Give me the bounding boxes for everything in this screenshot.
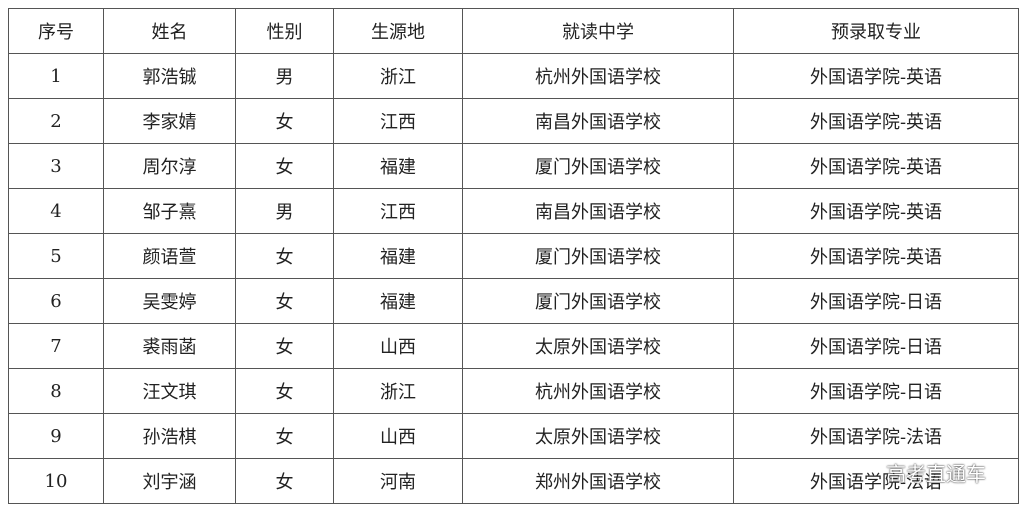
table-cell: 外国语学院-英语	[733, 233, 1019, 279]
table-row: 4 邹子熹男江西 南昌外国语学校 外国语学院-英语	[8, 188, 1019, 234]
table-cell: 颜语萱	[103, 233, 236, 279]
table-cell: 女	[235, 143, 334, 189]
table-cell: 河南	[333, 458, 463, 504]
table-cell: 郭浩铖	[103, 53, 236, 99]
table-cell: 山西	[333, 413, 463, 459]
table-cell: 厦门外国语学校	[462, 233, 734, 279]
table-cell: 汪文琪	[103, 368, 236, 414]
table-cell: 浙江	[333, 368, 463, 414]
table-cell: 浙江	[333, 53, 463, 99]
table-row: 7 裘雨菡女山西 太原外国语学校 外国语学院-日语	[8, 323, 1019, 369]
watermark: 高考直通车	[886, 462, 986, 486]
table-cell: 郑州外国语学校	[462, 458, 734, 504]
table-cell: 孙浩棋	[103, 413, 236, 459]
table-cell: 杭州外国语学校	[462, 368, 734, 414]
header-cell: 生源地	[333, 8, 463, 54]
table-cell: 李家婧	[103, 98, 236, 144]
table-cell: 女	[235, 233, 334, 279]
table-cell: 女	[235, 368, 334, 414]
table-cell: 厦门外国语学校	[462, 143, 734, 189]
table-cell: 2	[8, 98, 104, 144]
table-cell: 江西	[333, 98, 463, 144]
table-cell: 太原外国语学校	[462, 323, 734, 369]
table-cell: 福建	[333, 278, 463, 324]
table-cell: 南昌外国语学校	[462, 188, 734, 234]
table-row: 1 郭浩铖男浙江 杭州外国语学校 外国语学院-英语	[8, 53, 1019, 99]
enrollment-table: 序号 姓名 性别 生源地 就读中学 预录取专业 1 郭浩铖男浙江 杭州外国语学校 外国语学院-英…	[8, 8, 1019, 504]
table-cell: 女	[235, 278, 334, 324]
table-cell: 7	[8, 323, 104, 369]
table-cell: 女	[235, 458, 334, 504]
table-cell: 男	[235, 53, 334, 99]
table-cell: 吴雯婷	[103, 278, 236, 324]
table-cell: 女	[235, 413, 334, 459]
table-row: 6 吴雯婷女福建 厦门外国语学校 外国语学院-日语	[8, 278, 1019, 324]
header-cell: 预录取专业	[733, 8, 1019, 54]
table-cell: 4	[8, 188, 104, 234]
table-cell: 外国语学院-法语	[733, 413, 1019, 459]
table-cell: 外国语学院-英语	[733, 53, 1019, 99]
table-cell: 10	[8, 458, 104, 504]
table-cell: 外国语学院-日语	[733, 278, 1019, 324]
table-cell: 外国语学院-日语	[733, 368, 1019, 414]
table-cell: 3	[8, 143, 104, 189]
header-cell: 序号	[8, 8, 104, 54]
table-cell: 山西	[333, 323, 463, 369]
table-body: 1 郭浩铖男浙江 杭州外国语学校 外国语学院-英语 2 李家婧女江西 南昌外国语学校 外国语学…	[8, 53, 1019, 504]
table-cell: 9	[8, 413, 104, 459]
table-cell: 厦门外国语学校	[462, 278, 734, 324]
header-cell: 姓名	[103, 8, 236, 54]
table-row: 8 汪文琪女浙江 杭州外国语学校 外国语学院-日语	[8, 368, 1019, 414]
table-cell: 江西	[333, 188, 463, 234]
table-cell: 外国语学院-英语	[733, 188, 1019, 234]
table-cell: 外国语学院-日语	[733, 323, 1019, 369]
table-cell: 外国语学院-法语	[733, 458, 1019, 504]
table-cell: 8	[8, 368, 104, 414]
table-cell: 外国语学院-英语	[733, 143, 1019, 189]
header-row: 序号 姓名 性别 生源地 就读中学 预录取专业	[8, 8, 1019, 54]
table-cell: 女	[235, 98, 334, 144]
table-cell: 太原外国语学校	[462, 413, 734, 459]
table-cell: 女	[235, 323, 334, 369]
table-cell: 5	[8, 233, 104, 279]
table-cell: 南昌外国语学校	[462, 98, 734, 144]
table-row: 5 颜语萱女福建 厦门外国语学校 外国语学院-英语	[8, 233, 1019, 279]
table-cell: 男	[235, 188, 334, 234]
header-cell: 就读中学	[462, 8, 734, 54]
table-cell: 周尔淳	[103, 143, 236, 189]
table-cell: 杭州外国语学校	[462, 53, 734, 99]
table-cell: 6	[8, 278, 104, 324]
table-row: 9 孙浩棋女山西 太原外国语学校 外国语学院-法语	[8, 413, 1019, 459]
table-cell: 裘雨菡	[103, 323, 236, 369]
table-cell: 福建	[333, 143, 463, 189]
table-cell: 福建	[333, 233, 463, 279]
table-cell: 外国语学院-英语	[733, 98, 1019, 144]
table-row: 2 李家婧女江西 南昌外国语学校 外国语学院-英语	[8, 98, 1019, 144]
table-cell: 邹子熹	[103, 188, 236, 234]
table-cell: 1	[8, 53, 104, 99]
table-row: 10 刘宇涵女河南 郑州外国语学校 外国语学院-法语	[8, 458, 1019, 504]
header-cell: 性别	[235, 8, 334, 54]
table-cell: 刘宇涵	[103, 458, 236, 504]
table-row: 3 周尔淳女福建 厦门外国语学校 外国语学院-英语	[8, 143, 1019, 189]
